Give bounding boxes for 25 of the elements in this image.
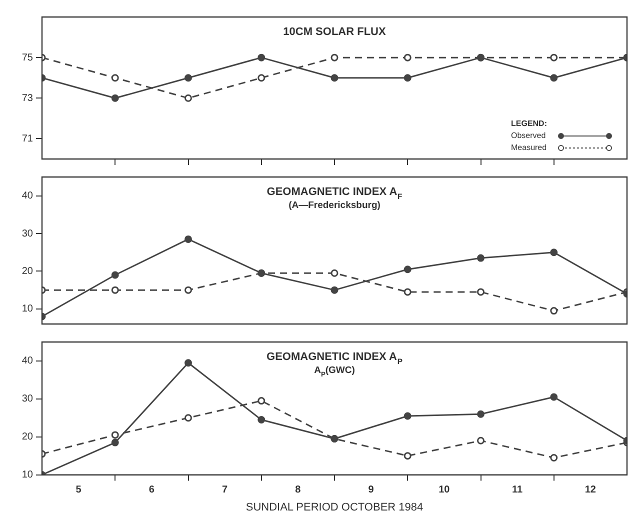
y-tick-label: 30 bbox=[22, 394, 34, 405]
text: (A—Fredericksburg) bbox=[288, 200, 380, 211]
x-tick-label: 5 bbox=[76, 484, 82, 496]
text: 10CM SOLAR FLUX bbox=[283, 26, 386, 38]
y-tick-label: 20 bbox=[22, 266, 34, 277]
y-tick-label: 20 bbox=[22, 432, 34, 443]
legend-title: LEGEND: bbox=[511, 118, 548, 130]
y-tick-label: 40 bbox=[22, 190, 34, 202]
x-tick-label: 11 bbox=[512, 484, 524, 496]
x-tick-label: 10 bbox=[438, 484, 450, 496]
y-tick-label: 73 bbox=[22, 92, 34, 104]
y-tick-label: 40 bbox=[22, 356, 34, 367]
x-axis-title: SUNDIAL PERIOD OCTOBER 1984 bbox=[246, 501, 424, 514]
x-tick-label: 6 bbox=[148, 484, 155, 496]
x-tick-label: 7 bbox=[222, 484, 228, 496]
y-tick-label: 75 bbox=[22, 52, 34, 64]
legend-label: Measured bbox=[511, 142, 548, 154]
y-tick-label: 10 bbox=[22, 304, 34, 315]
x-tick-label: 12 bbox=[584, 484, 596, 496]
legend-label: Observed bbox=[511, 130, 547, 142]
y-tick-label: 71 bbox=[22, 133, 34, 144]
x-tick-label: 9 bbox=[368, 484, 374, 496]
y-tick-label: 10 bbox=[22, 470, 34, 481]
x-tick-label: 8 bbox=[295, 484, 302, 496]
y-tick-label: 30 bbox=[22, 228, 34, 240]
